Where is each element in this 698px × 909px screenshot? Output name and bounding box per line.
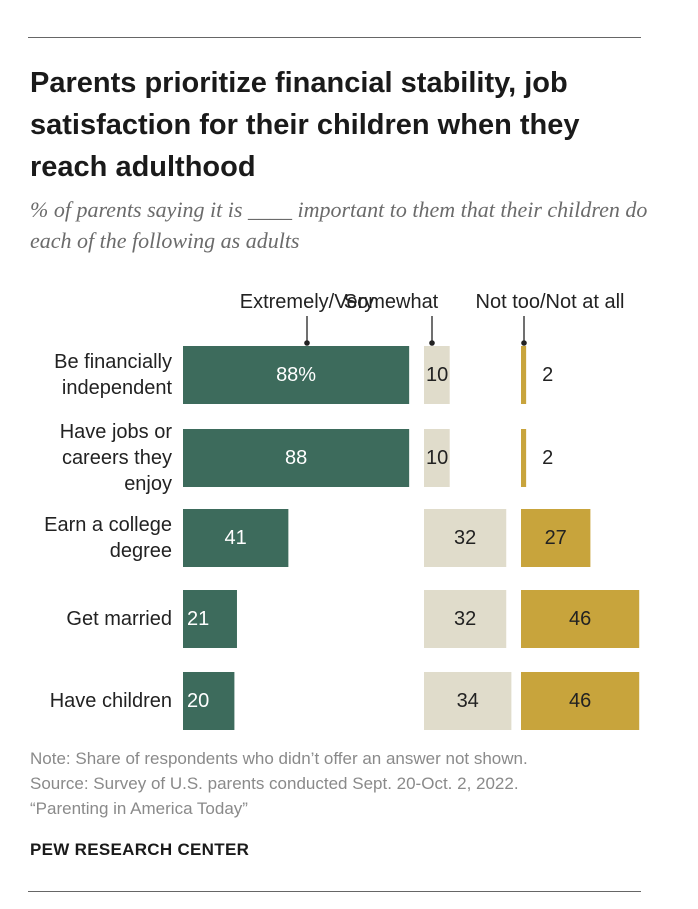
top-rule	[28, 37, 641, 38]
bar-not-too-not-at-all	[521, 509, 591, 567]
bar-extremely-very	[183, 346, 410, 404]
data-label: 10	[426, 364, 448, 386]
bar-somewhat	[424, 672, 512, 730]
bar-chart: Be financially independent Have jobs or car…	[44, 291, 640, 730]
data-label: 88%	[276, 364, 316, 386]
bottom-rule	[28, 891, 641, 892]
data-label: 2	[542, 447, 553, 469]
chart-subtitle: % of parents saying it is ____ important…	[30, 197, 648, 253]
category-label: Have jobs or	[60, 421, 173, 443]
category-label: enjoy	[124, 473, 172, 495]
category-label: independent	[62, 377, 173, 399]
chart-title: Parents prioritize financial stability, …	[30, 67, 580, 183]
chart-notes: Note: Share of respondents who didn’t of…	[30, 746, 670, 821]
legend-label: Somewhat	[344, 291, 439, 313]
data-label: 46	[569, 690, 591, 712]
category-label: Get married	[66, 608, 172, 630]
bar-somewhat	[424, 590, 507, 648]
source-line: Source: Survey of U.S. parents conducted…	[30, 774, 519, 793]
bar-extremely-very	[183, 590, 237, 648]
legend-label: Extremely/Very	[240, 291, 374, 313]
category-label: Be financially	[54, 351, 172, 373]
report-line: “Parenting in America Today”	[30, 799, 248, 818]
bar-not-too-not-at-all	[521, 346, 527, 404]
data-label: 27	[545, 527, 567, 549]
category-label: Have children	[50, 690, 172, 712]
bar-somewhat	[424, 429, 450, 487]
data-label: 32	[454, 527, 476, 549]
data-label: 34	[457, 690, 479, 712]
data-label: 41	[225, 527, 247, 549]
data-label: 46	[569, 608, 591, 630]
legend-leader-dot	[304, 340, 310, 346]
data-label: 88	[285, 447, 307, 469]
legend-label: Not too/Not at all	[476, 291, 625, 313]
bar-not-too-not-at-all	[521, 429, 527, 487]
bar-not-too-not-at-all	[521, 672, 640, 730]
bar-extremely-very	[183, 672, 235, 730]
category-label: degree	[110, 540, 172, 562]
data-label: 2	[542, 364, 553, 386]
data-label: 20	[187, 690, 209, 712]
note-line: Note: Share of respondents who didn’t of…	[30, 749, 528, 768]
bar-somewhat	[424, 346, 450, 404]
data-label: 32	[454, 608, 476, 630]
data-label: 21	[187, 608, 209, 630]
category-label: careers they	[62, 447, 172, 469]
legend-leader-dot	[521, 340, 527, 346]
category-label: Earn a college	[44, 514, 172, 536]
bar-somewhat	[424, 509, 507, 567]
brand-name: PEW RESEARCH CENTER	[30, 840, 250, 859]
data-label: 10	[426, 447, 448, 469]
bar-not-too-not-at-all	[521, 590, 640, 648]
bar-extremely-very	[183, 429, 410, 487]
bar-extremely-very	[183, 509, 289, 567]
legend-leader-dot	[429, 340, 435, 346]
